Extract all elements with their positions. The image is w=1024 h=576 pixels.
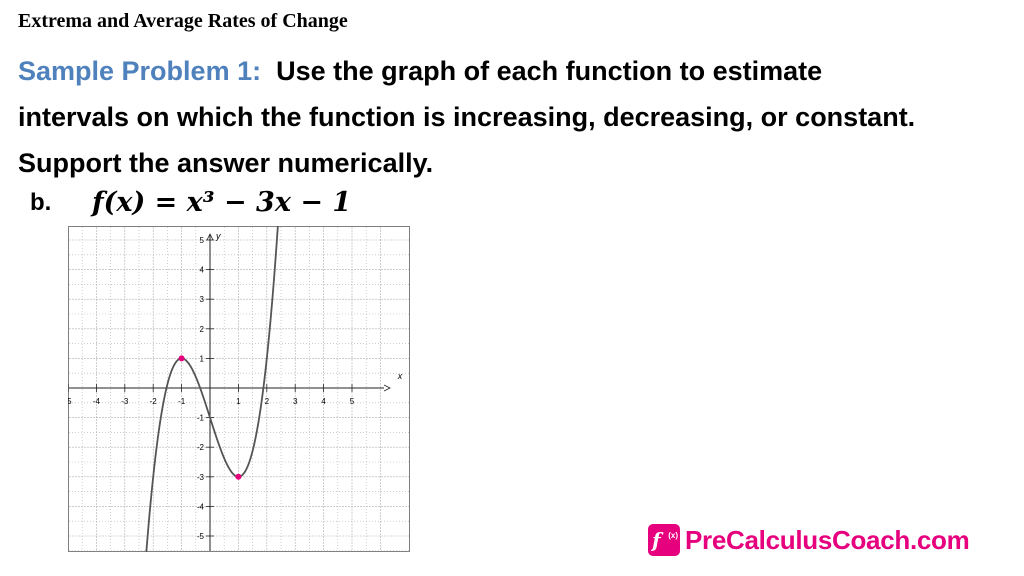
x-tick-label: 4 bbox=[321, 397, 326, 406]
problem-statement: Sample Problem 1: Use the graph of each … bbox=[18, 48, 1018, 186]
logo-f-icon: f (x) bbox=[648, 524, 680, 556]
curve-layer bbox=[145, 226, 279, 552]
problem-text-line-3: Support the answer numerically. bbox=[18, 148, 434, 178]
problem-text-line-1: Use the graph of each function to estima… bbox=[276, 56, 823, 86]
x-tick-label: 5 bbox=[350, 397, 355, 406]
problem-label-colon: : bbox=[252, 56, 262, 86]
problem-label: Sample Problem 1 bbox=[18, 56, 253, 86]
extremum-point bbox=[178, 355, 185, 362]
x-tick-label: -3 bbox=[121, 397, 129, 406]
y-tick-label: 3 bbox=[200, 295, 205, 304]
x-tick-label: -2 bbox=[150, 397, 158, 406]
graph-ticks: -5 -4 -3 -2 -1 1 2 3 4 5 5 4 3 2 1 -1 -2 -3 -4 -5 bbox=[68, 236, 355, 541]
problem-line-1: Sample Problem 1: Use the graph of each … bbox=[18, 48, 1018, 94]
y-tick-label: -5 bbox=[197, 532, 205, 541]
y-tick-label: 4 bbox=[200, 266, 205, 275]
y-axis-arrow-icon bbox=[206, 233, 214, 241]
y-tick-label: -3 bbox=[197, 473, 205, 482]
x-axis-label: x bbox=[397, 371, 403, 381]
y-tick-label: -4 bbox=[197, 502, 205, 511]
function-curve bbox=[145, 226, 279, 552]
x-tick-label: 2 bbox=[265, 397, 270, 406]
x-tick-label: -5 bbox=[68, 397, 72, 406]
y-tick-label: -2 bbox=[197, 443, 205, 452]
y-tick-label: 2 bbox=[200, 325, 205, 334]
graph-frame bbox=[68, 226, 410, 552]
y-tick-label: -1 bbox=[197, 414, 205, 423]
page-header-title: Extrema and Average Rates of Change bbox=[18, 10, 348, 32]
y-axis-label: y bbox=[215, 231, 221, 241]
x-tick-label: -4 bbox=[93, 397, 101, 406]
logo-mark-letter: f bbox=[652, 528, 661, 552]
logo-mark-sub: (x) bbox=[668, 531, 678, 540]
graph-axes: xy bbox=[69, 231, 403, 551]
x-tick-label: -1 bbox=[178, 397, 186, 406]
brand-logo: f (x) PreCalculusCoach.com bbox=[648, 522, 970, 558]
x-tick-label: 1 bbox=[236, 397, 241, 406]
x-tick-label: 3 bbox=[293, 397, 298, 406]
y-tick-label: 1 bbox=[200, 354, 205, 363]
points-layer bbox=[178, 355, 242, 480]
extremum-point bbox=[235, 473, 242, 480]
problem-text-line-2: intervals on which the function is incre… bbox=[18, 102, 916, 132]
problem-part-label: b. bbox=[30, 189, 52, 216]
logo-text: PreCalculusCoach.com bbox=[685, 524, 970, 555]
y-tick-label: 5 bbox=[200, 236, 205, 245]
x-axis-arrow-icon bbox=[383, 384, 391, 392]
function-equation: f(x) = x³ − 3x − 1 bbox=[92, 187, 352, 218]
